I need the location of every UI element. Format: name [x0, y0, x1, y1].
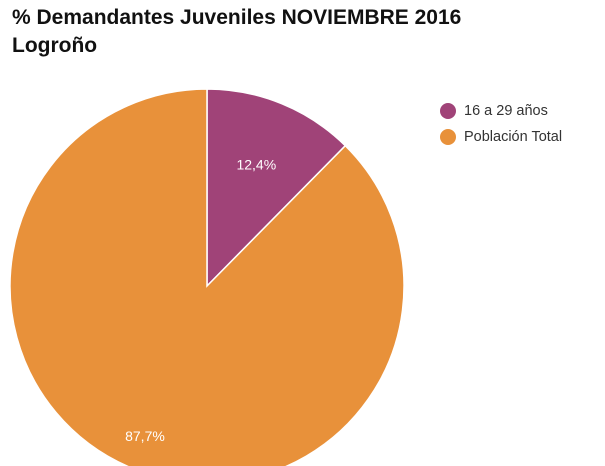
slice-label-poblacion-total: 87,7% — [125, 428, 165, 444]
chart-legend: 16 a 29 años Población Total — [440, 103, 562, 145]
legend-label-16-a-29-anos: 16 a 29 años — [464, 103, 548, 119]
chart-title: % Demandantes Juveniles NOVIEMBRE 2016 — [12, 6, 462, 29]
pie-slice-labels: 12,4% 87,7% — [125, 156, 276, 444]
chart-title-block: % Demandantes Juveniles NOVIEMBRE 2016 L… — [12, 4, 602, 60]
chart-subtitle: Logroño — [12, 34, 98, 57]
legend-swatch-16-a-29-anos — [440, 103, 456, 119]
slice-label-16-a-29-anos: 12,4% — [236, 156, 276, 172]
pie-slices — [9, 88, 405, 466]
pie-slice-poblacion-total — [9, 88, 405, 466]
pie-slice-16-a-29-anos — [206, 88, 347, 288]
legend-label-poblacion-total: Población Total — [464, 129, 562, 145]
legend-swatch-poblacion-total — [440, 129, 456, 145]
